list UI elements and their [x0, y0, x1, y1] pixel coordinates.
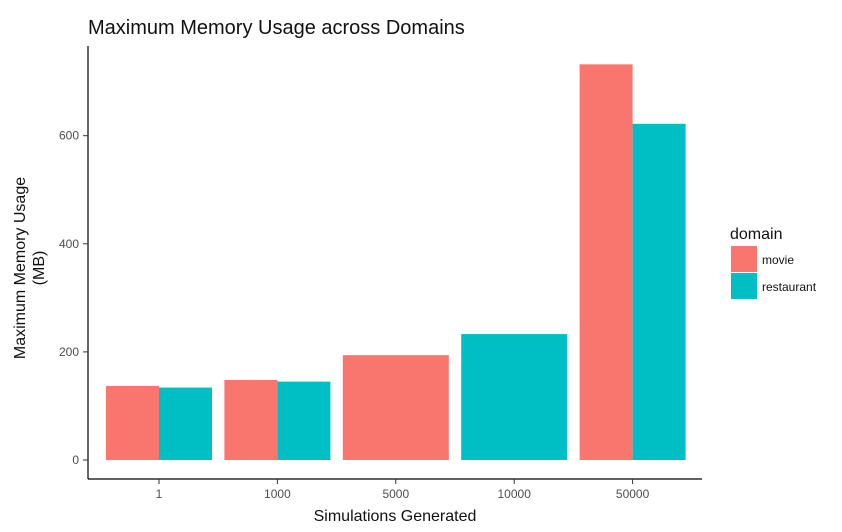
bar-restaurant-1 [159, 387, 212, 460]
y-tick-label: 400 [59, 237, 79, 251]
legend-title: domain [730, 226, 782, 243]
y-axis-title: Maximum Memory Usage (MB) [12, 177, 48, 359]
x-tick-label: 1000 [264, 487, 291, 501]
chart-title: Maximum Memory Usage across Domains [88, 17, 465, 39]
x-tick-label: 1 [156, 487, 163, 501]
bar-restaurant-1000 [277, 381, 331, 460]
x-tick-label: 5000 [382, 487, 409, 501]
y-axis-title-line1: Maximum Memory Usage [12, 177, 29, 359]
bar-movie-5000 [342, 355, 449, 460]
x-axis-title: Simulations Generated [314, 508, 477, 525]
y-tick-label: 600 [59, 129, 79, 143]
y-ticks-layer: 0 200 400 600 [59, 129, 88, 467]
x-tick-label: 50000 [616, 487, 650, 501]
bar-restaurant-50000 [632, 123, 686, 461]
legend-label-movie: movie [762, 253, 794, 267]
legend: domain movie restaurant [730, 226, 817, 299]
bar-movie-50000 [579, 64, 633, 460]
y-axis-title-line2: (MB) [31, 251, 48, 286]
y-tick-label: 200 [59, 345, 79, 359]
y-tick-label: 0 [72, 453, 79, 467]
bar-restaurant-10000 [461, 334, 568, 460]
x-ticks-layer: 1 1000 5000 10000 50000 [156, 479, 650, 501]
bars-layer [106, 64, 686, 461]
legend-key-restaurant [731, 273, 757, 299]
legend-label-restaurant: restaurant [762, 280, 817, 294]
bar-movie-1000 [224, 380, 278, 460]
x-tick-label: 10000 [498, 487, 532, 501]
legend-items: movie restaurant [731, 246, 817, 299]
legend-key-movie [731, 246, 757, 272]
bar-movie-1 [106, 385, 159, 460]
